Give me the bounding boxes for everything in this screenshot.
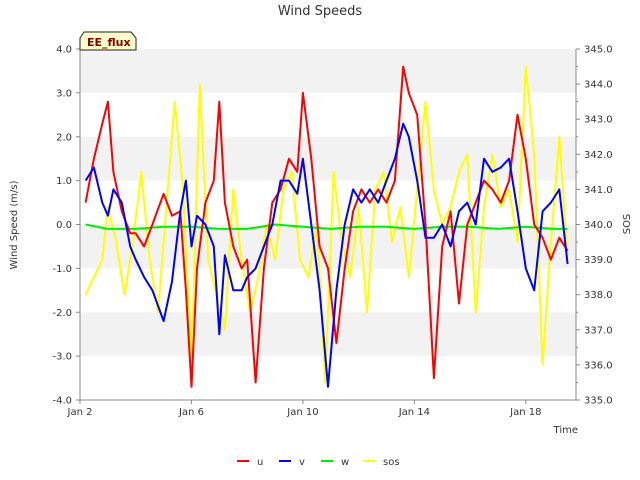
legend-label-v: v (299, 457, 305, 468)
y2-tick-label: 342.0 (584, 150, 613, 161)
grid-bands (80, 49, 576, 400)
y-tick-label: -4.0 (52, 396, 72, 407)
grid-band (80, 136, 576, 181)
site-badge: EE_flux (79, 31, 137, 51)
series-line-sos (84, 65, 569, 384)
y-tick-label: 4.0 (56, 45, 72, 56)
y2-tick-label: 340.0 (584, 220, 613, 231)
series-line-v (84, 122, 569, 388)
y2-tick-label: 343.0 (584, 115, 613, 126)
legend-label-u: u (257, 457, 263, 468)
y-tick-label: 1.0 (56, 176, 72, 187)
y-axis-label: Wind Speed (m/s) (9, 180, 20, 269)
legend-label-w: w (341, 457, 349, 468)
x-axis-ticks: Jan 2 Jan 6 Jan 10 Jan 14 Jan 18 (67, 400, 542, 418)
y-tick-label: 0.0 (56, 220, 72, 231)
y-tick-label: -3.0 (52, 352, 72, 363)
y-tick-label: -1.0 (52, 264, 72, 275)
y-tick-label: -2.0 (52, 308, 72, 319)
legend: u v w sos (237, 457, 400, 468)
y2-tick-label: 335.0 (584, 396, 613, 407)
grid-band (80, 92, 576, 137)
plot-area (84, 65, 569, 388)
x-axis-label: Time (553, 425, 578, 436)
y-tick-label: 3.0 (56, 88, 72, 99)
y2-axis-label: SOS (622, 214, 633, 235)
y-tick-label: 2.0 (56, 132, 72, 143)
series-line-w (85, 223, 568, 230)
x-tick-label: Jan 14 (398, 407, 430, 418)
site-badge-label: EE_flux (87, 36, 131, 49)
grid-band (80, 180, 576, 225)
y2-tick-label: 338.0 (584, 290, 613, 301)
legend-label-sos: sos (383, 457, 400, 468)
y-axis-ticks: -4.0 -3.0 -2.0 -1.0 0.0 1.0 2.0 3.0 4.0 (52, 45, 80, 407)
x-tick-label: Jan 10 (286, 407, 318, 418)
series-line-u (84, 65, 569, 388)
y2-tick-label: 337.0 (584, 325, 613, 336)
y2-tick-label: 345.0 (584, 45, 613, 56)
grid-band (80, 224, 576, 269)
site-badge-box (79, 31, 137, 51)
chart-title: Wind Speeds (278, 4, 363, 19)
x-tick-label: Jan 6 (178, 407, 204, 418)
y2-tick-label: 336.0 (584, 360, 613, 371)
y2-tick-label: 344.0 (584, 80, 613, 91)
y2-tick-label: 339.0 (584, 255, 613, 266)
x-tick-label: Jan 18 (509, 407, 541, 418)
y2-tick-label: 341.0 (584, 185, 613, 196)
grid-band (80, 49, 576, 93)
y2-axis-ticks: 335.0 336.0 337.0 338.0 339.0 340.0 341.0 342.0… (576, 45, 613, 407)
x-tick-label: Jan 2 (67, 407, 93, 418)
